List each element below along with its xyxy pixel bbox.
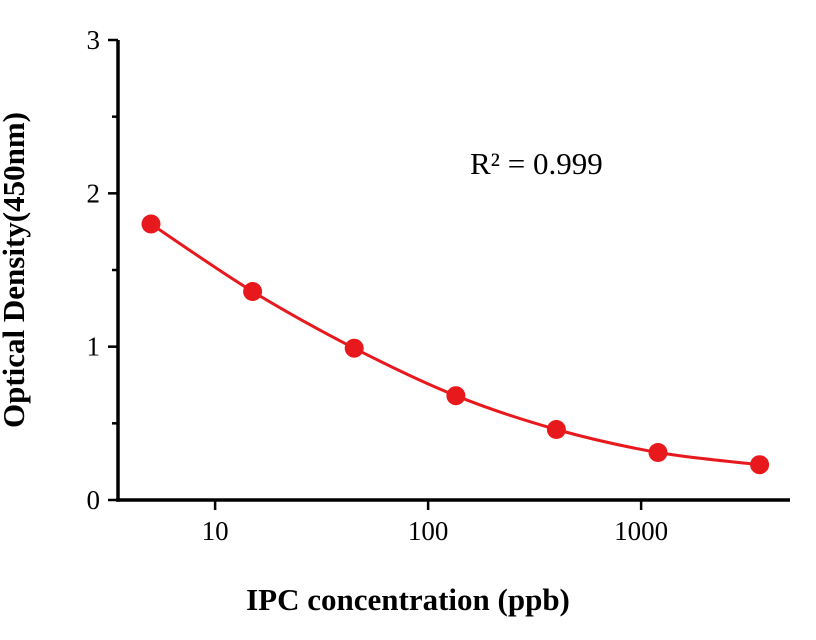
data-point bbox=[344, 338, 364, 358]
y-tick-label: 0 bbox=[87, 485, 101, 515]
r-squared-annotation: R² = 0.999 bbox=[470, 146, 603, 181]
data-point bbox=[446, 386, 466, 406]
x-axis-title: IPC concentration (ppb) bbox=[246, 582, 570, 617]
y-axis-title-text: Optical Density(450nm) bbox=[0, 111, 31, 429]
data-point bbox=[546, 420, 566, 439]
x-tick-label: 100 bbox=[408, 516, 449, 546]
x-tick-label: 10 bbox=[202, 516, 229, 546]
fit-curve bbox=[149, 222, 762, 467]
y-tick-label: 2 bbox=[87, 178, 101, 208]
data-point bbox=[648, 443, 668, 462]
data-point bbox=[750, 455, 770, 475]
x-tick-label: 1000 bbox=[614, 516, 668, 546]
y-tick-label: 3 bbox=[87, 25, 101, 55]
data-point bbox=[141, 214, 161, 234]
y-tick-label: 1 bbox=[87, 332, 101, 362]
data-point bbox=[243, 282, 263, 301]
